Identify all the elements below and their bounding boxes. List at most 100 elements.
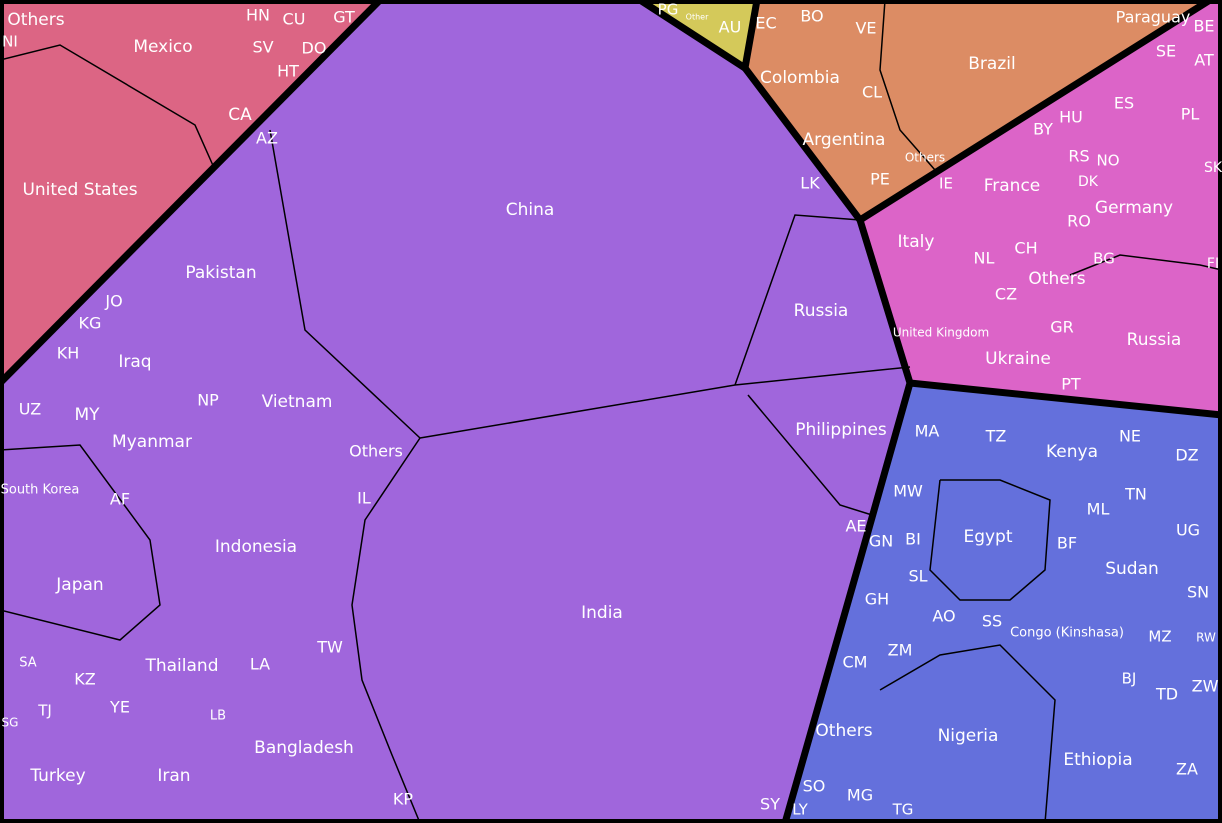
cell-label: RW (1196, 631, 1216, 645)
cell-label: BE (1193, 17, 1214, 36)
cell-label: MG (847, 786, 873, 805)
cell-label: CU (283, 10, 306, 29)
cell-label: MA (915, 422, 940, 441)
cell-label: JO (104, 292, 122, 311)
cell-label: Russia (1127, 330, 1182, 350)
cell-label: LY (792, 801, 808, 819)
cell-label: BI (905, 530, 921, 549)
cell-label: FI (1207, 256, 1219, 272)
cell-label: ES (1114, 94, 1134, 113)
cell-label: DK (1078, 174, 1099, 190)
cell-label: ZA (1176, 760, 1198, 779)
cell-label: LB (210, 709, 226, 724)
cell-label: Sudan (1105, 559, 1159, 579)
cell-label: Others (815, 721, 872, 741)
cell-border (351, 437, 421, 823)
cell-label: ZW (1192, 677, 1219, 696)
cell-label: SE (1156, 42, 1176, 61)
cell-label: GH (865, 590, 889, 609)
cell-label: HU (1059, 108, 1083, 127)
cell-border (747, 394, 873, 516)
cell-label: TG (892, 801, 914, 819)
cell-label: GR (1050, 318, 1074, 337)
cell-label: Others (7, 10, 64, 30)
cell-label: Ethiopia (1063, 750, 1132, 770)
cell-label: NL (974, 249, 995, 268)
cell-label: RS (1068, 147, 1089, 166)
cell-label: MZ (1148, 628, 1171, 646)
cell-label: NE (1119, 427, 1141, 446)
cell-label: DO (302, 39, 327, 58)
cell-label: Italy (898, 232, 935, 252)
cell-label: KZ (74, 670, 95, 689)
group-border (909, 379, 1222, 419)
cell-label: IL (357, 489, 371, 508)
cell-label: EC (755, 14, 776, 33)
cell-label: Iraq (118, 352, 151, 372)
cell-label: BO (800, 7, 823, 26)
cell-label: TD (1155, 685, 1178, 704)
cell-border (879, 0, 936, 171)
cell-label: Other (686, 13, 709, 22)
cell-label: YE (109, 698, 130, 717)
cell-label: TW (316, 638, 343, 657)
cell-label: PT (1061, 375, 1081, 394)
cell-label: AF (110, 490, 130, 509)
cell-label: AE (845, 517, 866, 536)
cell-label: Egypt (963, 527, 1012, 547)
cell-label: Others (349, 442, 403, 461)
cell-label: MY (74, 405, 100, 425)
cell-label: SL (908, 567, 927, 586)
cell-label: Ukraine (985, 349, 1051, 369)
cell-label: ZM (888, 641, 913, 660)
cell-label: SN (1187, 583, 1209, 602)
cell-label: BJ (1122, 670, 1137, 688)
cell-label: IE (939, 175, 953, 193)
cell-label: Iran (157, 766, 190, 786)
cell-label: GT (333, 8, 355, 27)
cell-label: AU (719, 18, 742, 37)
cell-label: KG (79, 314, 102, 333)
cell-label: Vietnam (262, 392, 333, 412)
cell-label: BG (1093, 250, 1115, 268)
cell-label: Colombia (760, 68, 840, 88)
cell-label: SS (982, 612, 1002, 631)
cell-label: BF (1057, 534, 1077, 553)
cell-label: SY (760, 795, 780, 814)
cell-label: MW (893, 482, 923, 501)
cell-label: KP (393, 790, 413, 809)
cell-label: Indonesia (215, 537, 297, 557)
cell-border (0, 444, 161, 641)
cell-label: SK (1204, 160, 1222, 176)
cell-label: Pakistan (185, 263, 256, 283)
cell-label: South Korea (1, 483, 80, 498)
cell-label: TN (1124, 485, 1147, 504)
cell-border (879, 644, 1056, 823)
cell-label: India (581, 603, 623, 623)
cell-label: LA (250, 655, 270, 674)
cell-label: Kenya (1046, 442, 1098, 462)
cell-label: DZ (1175, 446, 1198, 465)
cell-label: BY (1033, 120, 1053, 139)
cell-label: UG (1176, 521, 1200, 540)
cell-label: CA (228, 105, 252, 125)
cell-border (0, 44, 216, 171)
cell-label: PE (870, 170, 890, 189)
cell-border (269, 129, 421, 439)
cell-border (929, 479, 1051, 601)
cell-label: SO (803, 777, 826, 796)
cell-label: VE (855, 19, 876, 38)
cell-label: Russia (794, 301, 849, 321)
cell-border (1069, 254, 1222, 276)
cell-label: Japan (55, 575, 103, 595)
cell-label: HT (277, 62, 299, 81)
cell-label: United Kingdom (893, 326, 989, 340)
cell-label: France (984, 176, 1041, 196)
cell-label: NI (2, 33, 18, 51)
cell-label: TZ (985, 427, 1007, 446)
